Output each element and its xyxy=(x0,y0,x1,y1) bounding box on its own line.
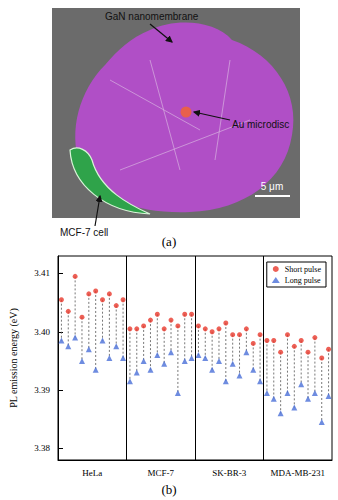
svg-text:Short pulse: Short pulse xyxy=(285,265,322,274)
svg-text:MDA-MB-231: MDA-MB-231 xyxy=(270,468,325,478)
svg-text:3.38: 3.38 xyxy=(34,443,50,453)
svg-text:SK-BR-3: SK-BR-3 xyxy=(212,468,247,478)
svg-text:MCF-7: MCF-7 xyxy=(147,468,174,478)
svg-text:3.41: 3.41 xyxy=(34,268,50,278)
svg-text:Au microdisc: Au microdisc xyxy=(232,119,289,130)
svg-text:(a): (a) xyxy=(162,234,176,249)
svg-text:GaN nanomembrane: GaN nanomembrane xyxy=(105,11,199,22)
svg-text:Long pulse: Long pulse xyxy=(285,276,321,285)
svg-text:5 μm: 5 μm xyxy=(261,181,283,192)
html-text:(b): (b) xyxy=(161,482,177,497)
svg-text:HeLa: HeLa xyxy=(82,468,102,478)
svg-text:3.40: 3.40 xyxy=(34,327,50,337)
svg-text:PL emission energy (eV): PL emission energy (eV) xyxy=(8,308,20,408)
svg-text:MCF-7 cell: MCF-7 cell xyxy=(60,227,108,238)
svg-text:3.39: 3.39 xyxy=(34,385,50,395)
